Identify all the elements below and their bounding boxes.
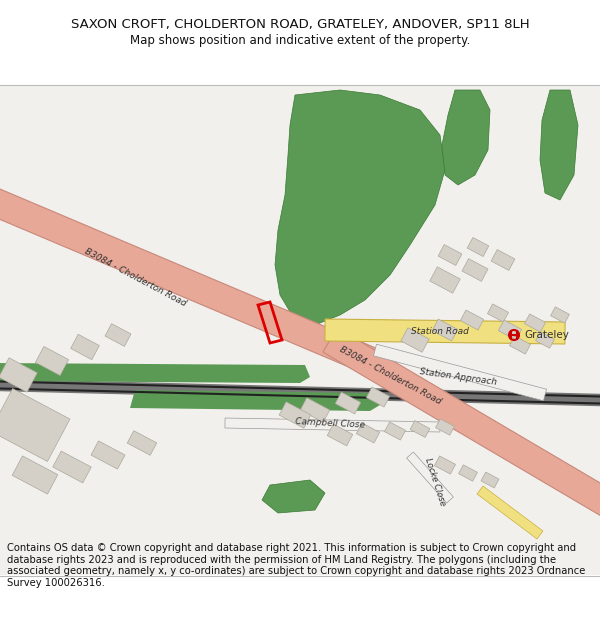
Polygon shape [432, 319, 458, 341]
Text: Station Approach: Station Approach [419, 367, 497, 387]
Polygon shape [91, 441, 125, 469]
Polygon shape [279, 402, 311, 428]
Polygon shape [0, 363, 310, 383]
Polygon shape [356, 423, 380, 443]
Polygon shape [551, 307, 569, 323]
Text: Contains OS data © Crown copyright and database right 2021. This information is : Contains OS data © Crown copyright and d… [7, 543, 586, 588]
Polygon shape [401, 328, 429, 352]
Text: Station Road: Station Road [411, 328, 469, 336]
Polygon shape [325, 319, 565, 344]
Polygon shape [367, 387, 389, 407]
Polygon shape [127, 431, 157, 455]
Polygon shape [467, 238, 489, 256]
Polygon shape [275, 90, 445, 325]
Polygon shape [105, 324, 131, 346]
Polygon shape [300, 398, 330, 422]
Polygon shape [458, 465, 478, 481]
Text: B3084 - Cholderton Road: B3084 - Cholderton Road [338, 344, 442, 406]
Polygon shape [0, 357, 37, 392]
Polygon shape [462, 259, 488, 281]
Polygon shape [436, 419, 454, 435]
Polygon shape [407, 452, 454, 503]
Polygon shape [385, 422, 406, 440]
Polygon shape [460, 310, 484, 330]
Polygon shape [71, 334, 100, 360]
Text: Campbell Close: Campbell Close [295, 417, 365, 429]
Polygon shape [225, 418, 440, 432]
Text: Map shows position and indicative extent of the property.: Map shows position and indicative extent… [130, 34, 470, 47]
Polygon shape [430, 267, 460, 293]
Text: Grateley: Grateley [524, 330, 569, 340]
Polygon shape [12, 456, 58, 494]
Polygon shape [524, 314, 545, 332]
Polygon shape [442, 90, 490, 185]
Text: SAXON CROFT, CHOLDERTON ROAD, GRATELEY, ANDOVER, SP11 8LH: SAXON CROFT, CHOLDERTON ROAD, GRATELEY, … [71, 18, 529, 31]
Polygon shape [487, 304, 509, 322]
Polygon shape [438, 244, 462, 266]
Polygon shape [477, 486, 543, 539]
Polygon shape [536, 332, 554, 348]
Polygon shape [491, 249, 515, 271]
Polygon shape [481, 472, 499, 488]
Polygon shape [35, 346, 68, 376]
Polygon shape [53, 451, 91, 483]
Polygon shape [410, 421, 430, 437]
Polygon shape [434, 456, 455, 474]
Polygon shape [327, 424, 353, 446]
Polygon shape [373, 344, 547, 401]
Polygon shape [0, 187, 385, 378]
Polygon shape [509, 336, 530, 354]
Text: Locke Close: Locke Close [423, 457, 447, 507]
Polygon shape [323, 328, 600, 517]
Polygon shape [130, 390, 380, 411]
Polygon shape [262, 480, 325, 513]
Polygon shape [0, 389, 70, 461]
Polygon shape [540, 90, 578, 200]
Polygon shape [499, 320, 521, 340]
Polygon shape [335, 392, 361, 414]
Text: B3084 - Cholderton Road: B3084 - Cholderton Road [83, 246, 187, 308]
